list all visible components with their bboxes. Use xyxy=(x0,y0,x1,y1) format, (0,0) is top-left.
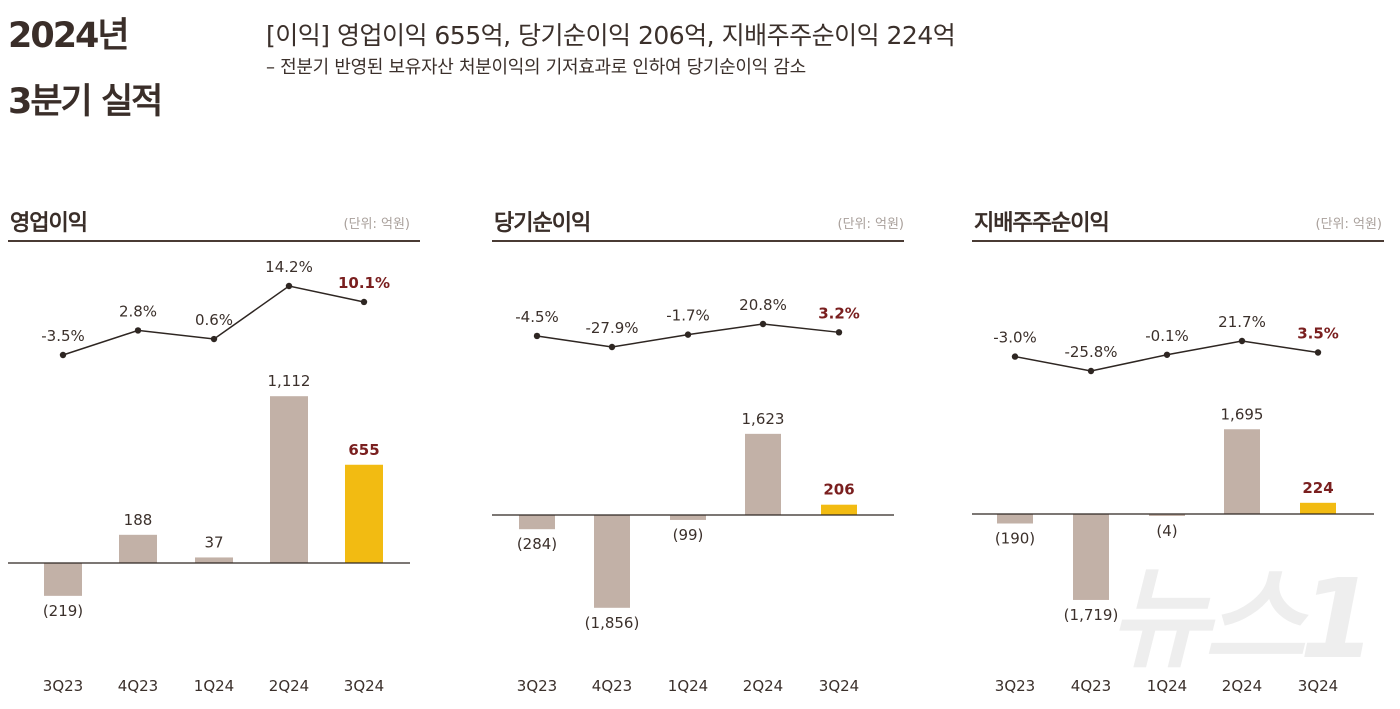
margin-point xyxy=(684,331,692,338)
bar-value-label: 37 xyxy=(204,533,223,551)
bar xyxy=(670,515,706,520)
category-tick-label: 1Q24 xyxy=(1147,677,1187,695)
margin-label: 3.5% xyxy=(1297,324,1339,342)
category-tick-label: 2Q24 xyxy=(743,677,783,695)
margin-label: -1.7% xyxy=(666,307,710,325)
bar xyxy=(1073,514,1109,600)
bar xyxy=(195,557,233,563)
bar xyxy=(270,396,308,563)
page-title: 2024년 3분기 실적 xyxy=(8,14,163,146)
margin-point xyxy=(1087,367,1095,375)
margin-point xyxy=(1163,351,1171,358)
bar-value-label: 224 xyxy=(1302,479,1333,497)
bar xyxy=(519,515,555,530)
bar-value-label: (190) xyxy=(995,530,1035,548)
category-tick-label: 3Q24 xyxy=(344,677,384,695)
chart-title: 영업이익 xyxy=(10,211,87,236)
margin-label: -27.9% xyxy=(585,319,638,337)
category-tick-label: 4Q23 xyxy=(118,677,158,695)
margin-point xyxy=(1011,353,1019,360)
bar-value-label: (4) xyxy=(1156,522,1177,540)
chart-title: 지배주주순이익 xyxy=(974,211,1109,236)
margin-point xyxy=(533,332,541,340)
margin-point xyxy=(608,343,616,351)
headline: [이익] 영업이익 655억, 당기순이익 206억, 지배주주순이익 224억 xyxy=(266,21,956,50)
chart-unit: (단위: 억원) xyxy=(1316,217,1383,232)
bar xyxy=(745,433,781,515)
category-tick-label: 2Q24 xyxy=(1222,677,1262,695)
bar-value-label: 188 xyxy=(124,511,153,529)
bar-value-label: (99) xyxy=(673,526,704,544)
bar xyxy=(119,534,157,563)
margin-point xyxy=(759,320,767,328)
margin-label: 21.7% xyxy=(1218,313,1266,331)
margin-label: 20.8% xyxy=(739,296,787,314)
bar-value-label: (1,719) xyxy=(1064,606,1119,624)
bar-value-label: (1,856) xyxy=(585,614,640,632)
category-tick-label: 2Q24 xyxy=(269,677,309,695)
margin-point xyxy=(360,298,368,306)
controlling-net-income-chart: 지배주주순이익 (단위: 억원) -3.0% -25.8% -0.1% 21.7% 3.5%… xyxy=(972,211,1384,695)
margin-label: -3.0% xyxy=(993,329,1037,347)
category-tick-label: 3Q23 xyxy=(43,677,83,695)
margin-label: -25.8% xyxy=(1064,343,1117,361)
bar-value-label: (219) xyxy=(43,602,83,620)
bar-value-label: 1,623 xyxy=(742,410,785,428)
category-tick-label: 1Q24 xyxy=(668,677,708,695)
margin-label: -3.5% xyxy=(41,327,85,345)
category-tick-label: 3Q23 xyxy=(517,677,557,695)
bar xyxy=(1149,514,1185,516)
margin-point xyxy=(1238,337,1246,345)
margin-point xyxy=(835,329,843,336)
bar-value-label: 1,695 xyxy=(1221,405,1264,423)
margin-label: 2.8% xyxy=(119,302,157,320)
bar-value-label: (284) xyxy=(517,535,557,553)
bar xyxy=(997,514,1033,524)
chart-unit: (단위: 억원) xyxy=(838,217,905,232)
margin-label: 10.1% xyxy=(338,274,390,292)
bar xyxy=(345,464,383,563)
bar xyxy=(44,563,82,596)
bar-value-label: 1,112 xyxy=(268,372,311,390)
category-tick-label: 3Q24 xyxy=(819,677,859,695)
bar xyxy=(1224,429,1260,514)
margin-point xyxy=(285,282,293,290)
margin-point xyxy=(210,335,218,343)
chart-title: 당기순이익 xyxy=(494,211,590,236)
category-tick-label: 1Q24 xyxy=(194,677,234,695)
margin-label: -0.1% xyxy=(1145,327,1189,345)
bar xyxy=(1300,502,1336,514)
page-title-period: 3분기 실적 xyxy=(8,82,163,122)
margin-label: 0.6% xyxy=(195,311,233,329)
operating-profit-chart: 영업이익 (단위: 억원) -3.5% 2.8% 0.6% 14.2% 10.1% (219)… xyxy=(8,211,420,695)
category-tick-label: 4Q23 xyxy=(592,677,632,695)
chart-unit: (단위: 억원) xyxy=(344,217,411,232)
page-title-year: 2024년 xyxy=(8,16,130,56)
bar-value-label: 206 xyxy=(823,481,854,499)
margin-label: 3.2% xyxy=(818,304,860,322)
category-tick-label: 3Q23 xyxy=(995,677,1035,695)
margin-point xyxy=(134,327,142,334)
margin-label: -4.5% xyxy=(515,308,559,326)
net-income-chart: 당기순이익 (단위: 억원) -4.5% -27.9% -1.7% 20.8% 3.2% (2… xyxy=(492,211,905,695)
margin-point xyxy=(1314,349,1322,356)
bar-value-label: 655 xyxy=(348,441,379,459)
bar xyxy=(821,504,857,515)
margin-label: 14.2% xyxy=(265,258,313,276)
margin-point xyxy=(59,351,67,359)
subline: – 전분기 반영된 보유자산 처분이익의 기저효과로 인하여 당기순이익 감소 xyxy=(266,57,806,78)
category-tick-label: 3Q24 xyxy=(1298,677,1338,695)
bar xyxy=(594,515,630,608)
category-tick-label: 4Q23 xyxy=(1071,677,1111,695)
